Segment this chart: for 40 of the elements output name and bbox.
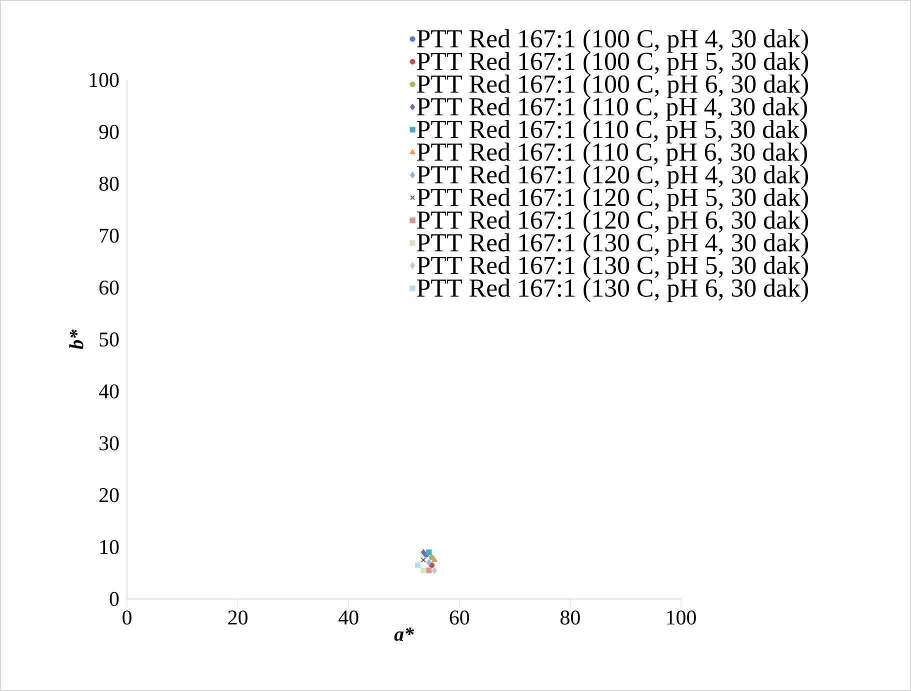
x-tick-label: 40 (338, 610, 358, 625)
y-tick-label: 0 (110, 592, 119, 606)
legend-label: PTT Red 167:1 (110 C, pH 5, 30 dak) (417, 120, 808, 144)
point (420, 568, 426, 574)
y-tick-label: 90 (99, 124, 119, 139)
point (420, 548, 426, 556)
x-axis-title: a* (394, 627, 414, 641)
y-tick-label: 80 (99, 176, 119, 191)
legend-label: PTT Red 167:1 (120 C, pH 4, 30 dak) (417, 165, 808, 189)
legend-label: PTT Red 167:1 (130 C, pH 6, 30 dak) (417, 278, 808, 302)
legend-label: PTT Red 167:1 (130 C, pH 5, 30 dak) (417, 256, 808, 280)
y-tick-label: 10 (100, 540, 119, 554)
y-tick-label: 50 (100, 332, 119, 347)
legend-label: PTT Red 167:1 (100 C, pH 5, 30 dak) (417, 52, 808, 76)
x-tick-label: 0 (122, 610, 132, 625)
legend-label: PTT Red 167:1 (120 C, pH 5, 30 dak) (417, 188, 808, 212)
y-tick-label: 100 (90, 72, 119, 88)
x-tick-label: 20 (228, 610, 248, 625)
point (426, 568, 432, 574)
y-tick-label: 30 (100, 436, 119, 450)
y-tick-label: 60 (99, 280, 119, 295)
legend-label: PTT Red 167:1 (120 C, pH 6, 30 dak) (417, 210, 808, 234)
y-tick-label: 40 (98, 384, 119, 398)
point (415, 562, 421, 568)
point (426, 549, 432, 556)
y-tick-label: 70 (100, 228, 119, 243)
x-tick-label: 60 (450, 610, 470, 625)
legend-label: PTT Red 167:1 (100 C, pH 4, 30 dak) (417, 29, 808, 53)
legend-label: PTT Red 167:1 (100 C, pH 6, 30 dak) (417, 74, 808, 98)
point (432, 567, 438, 574)
y-axis-title: b* (69, 329, 84, 350)
point (432, 556, 438, 562)
point (426, 559, 432, 566)
y-tick-label: 20 (99, 488, 119, 502)
point (420, 558, 426, 563)
legend-label: PTT Red 167:1 (130 C, pH 4, 30 dak) (417, 233, 808, 257)
x-tick-label: 100 (667, 610, 696, 625)
legend-label: PTT Red 167:1 (110 C, pH 6, 30 dak) (417, 142, 808, 166)
x-tick-label: 80 (560, 610, 580, 625)
legend-label: PTT Red 167:1 (110 C, pH 4, 30 dak) (417, 97, 808, 121)
